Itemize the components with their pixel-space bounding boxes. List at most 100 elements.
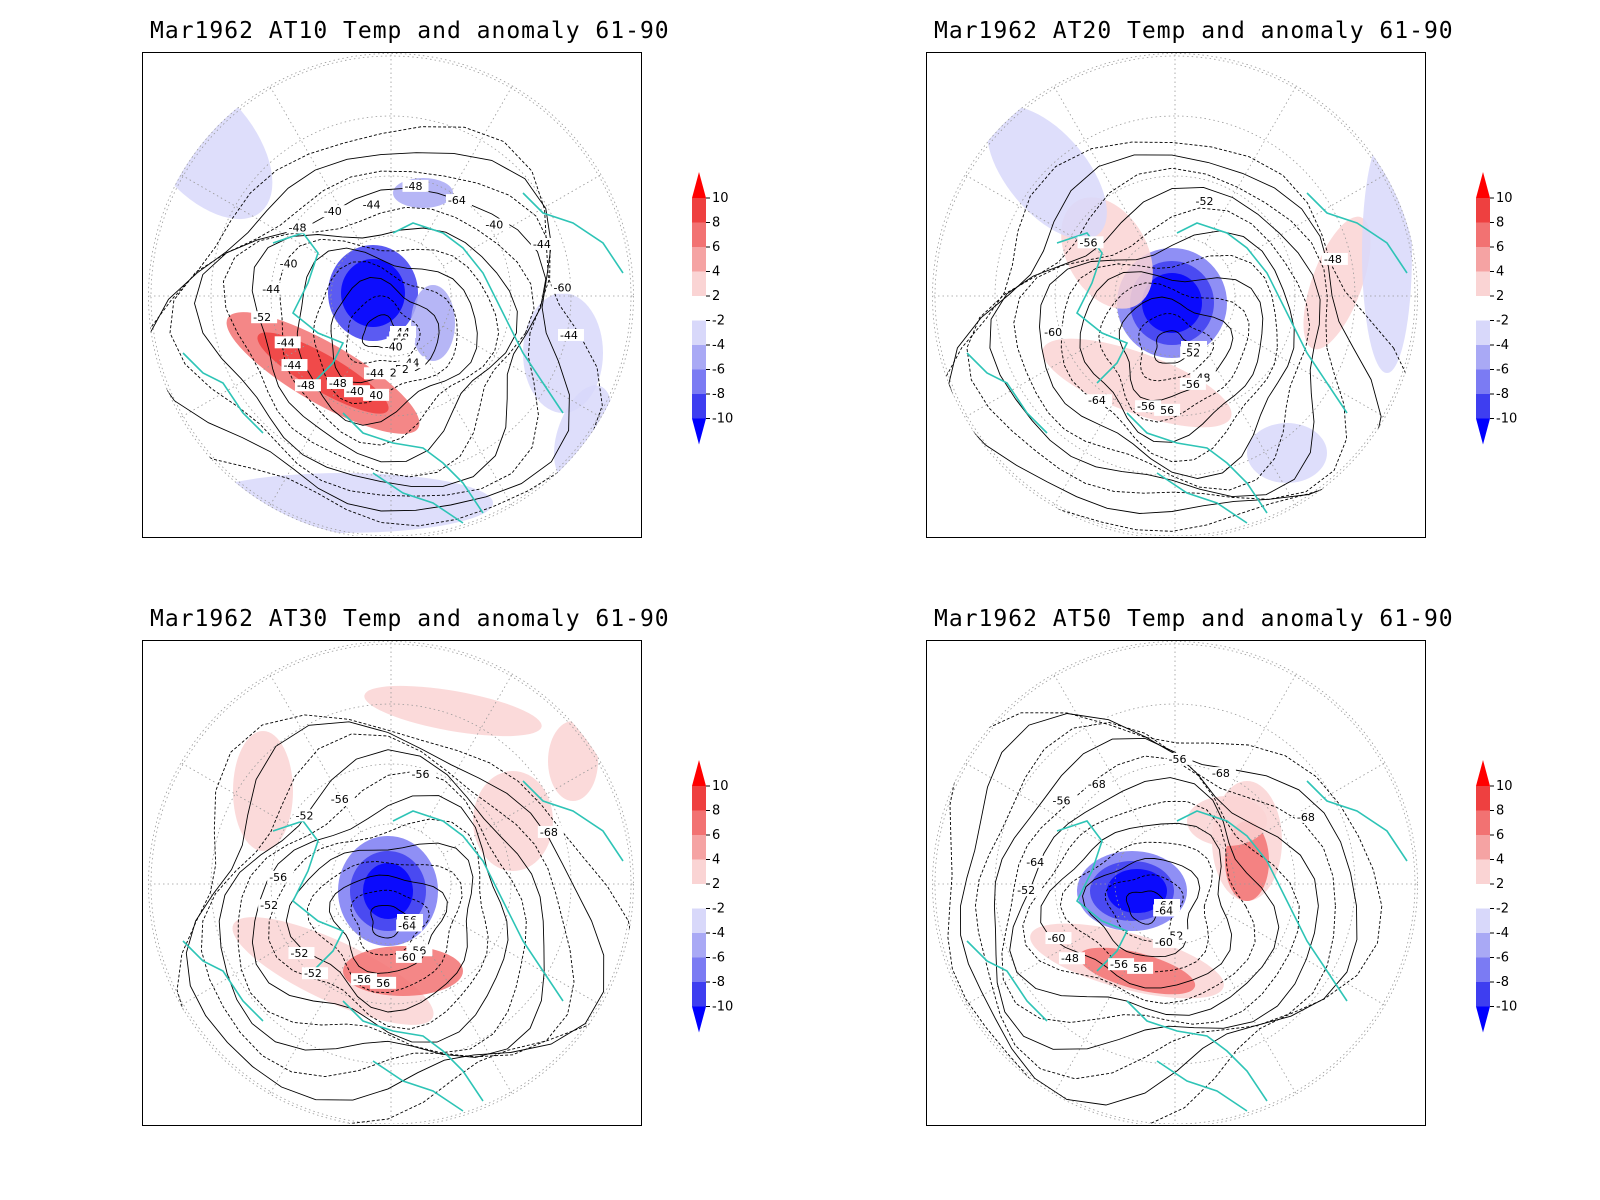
colorbar-segment — [692, 908, 706, 933]
contour-label: -40 — [280, 258, 298, 271]
map-edge — [148, 53, 634, 536]
colorbar-segment — [1476, 982, 1490, 1007]
colorbar-arrow-bottom — [692, 1006, 706, 1033]
colorbar-label: 6 — [712, 828, 720, 843]
contour-label: -44 — [277, 336, 295, 349]
contour-label-bg — [1180, 346, 1207, 359]
contour-label-bg — [351, 973, 378, 986]
contour-label: -60 — [1044, 326, 1062, 339]
contour-label-bg — [1050, 794, 1077, 807]
contour-label-bg — [258, 899, 285, 912]
colorbar-segment — [692, 296, 706, 321]
contour-label: -44 — [283, 359, 301, 372]
coastline — [1056, 820, 1129, 972]
contour-label: -60 — [1047, 932, 1065, 945]
contour-label-bg — [1058, 952, 1085, 965]
contour-label-bg — [326, 376, 353, 389]
contour-label-bg — [274, 336, 301, 349]
colorbar-label: -4 — [1496, 338, 1509, 353]
contour-label: -56 — [1080, 236, 1098, 249]
meridian — [420, 673, 513, 833]
coastline — [1126, 412, 1268, 514]
colorbar-segment — [692, 320, 706, 345]
map-disk — [148, 641, 634, 1124]
anomaly-shading — [411, 285, 455, 361]
contour-label-bg — [1108, 958, 1135, 971]
contour-label-bg — [1135, 400, 1162, 413]
colorbar-segment — [692, 933, 706, 958]
contour-label: -52 — [296, 809, 314, 822]
colorbar-label: 2 — [712, 289, 720, 304]
contour-label: -52 — [253, 311, 271, 324]
contour-label: -52 — [260, 899, 278, 912]
anomaly-shading — [341, 259, 405, 327]
temperature-contour — [1079, 271, 1264, 443]
contour-label: -52 — [1182, 346, 1200, 359]
colorbar-segment — [1476, 884, 1490, 909]
colorbar-segment — [1476, 394, 1490, 419]
temperature-contour — [1059, 841, 1213, 973]
anomaly-shading — [232, 917, 434, 1025]
temperature-contour — [176, 714, 634, 1124]
contour-label-bg — [1045, 932, 1072, 945]
contour-label: -64 — [398, 919, 416, 932]
contour-label-bg — [288, 947, 315, 960]
temperature-contour — [350, 889, 430, 956]
colorbar-label: 6 — [1496, 828, 1504, 843]
temperature-contour — [296, 247, 478, 426]
anomaly-shading — [1107, 869, 1167, 913]
contour-label: -52 — [1196, 195, 1214, 208]
temperature-contour — [1138, 313, 1214, 382]
contour-label: -44 — [262, 283, 280, 296]
meridian — [1204, 673, 1297, 833]
contour-label: -44 — [533, 238, 551, 251]
coastline — [372, 1060, 464, 1112]
colorbar-arrow-bottom — [1476, 1006, 1490, 1033]
contour-label-bg — [1042, 326, 1069, 339]
polar-map-at30: -56-56-56-52-52-52-56-68-64-60-56-52-56-… — [148, 641, 634, 1124]
meridian — [420, 347, 513, 507]
polar-map-at50: -64-52-56-48-52-56-56-68-64-60-56-60-64-… — [932, 641, 1418, 1124]
colorbar-segment — [692, 345, 706, 370]
coastline — [342, 1000, 484, 1102]
contour-label: -64 — [1088, 394, 1106, 407]
colorbar-label: -6 — [1496, 951, 1509, 966]
contour-label-bg — [1085, 394, 1112, 407]
temperature-contour — [1125, 890, 1166, 925]
temperature-contour — [1060, 254, 1278, 463]
colorbar-segment — [1476, 198, 1490, 223]
contour-label-bg — [251, 311, 278, 324]
contour-label: -48 — [289, 221, 307, 234]
coastline — [1176, 222, 1348, 414]
coastline — [1156, 472, 1248, 524]
temperature-contour — [285, 842, 474, 1013]
map-at10: -44-44-40-48-52-48-48-44-48-52-40-44-44-… — [142, 52, 642, 538]
anomaly-shading — [1247, 423, 1327, 483]
coastline — [966, 352, 1048, 434]
meridian — [1053, 673, 1146, 833]
contour-label: -56 — [331, 793, 349, 806]
contour-label: -40 — [485, 219, 503, 232]
anomaly-shading — [363, 863, 413, 919]
colorbar-segment — [692, 271, 706, 296]
contour-label-bg — [445, 194, 472, 207]
coastline — [392, 222, 564, 414]
colorbar-segment — [1476, 908, 1490, 933]
colorbar-segment — [1476, 320, 1490, 345]
colorbar-label: 10 — [1496, 779, 1513, 794]
contour-label: -44 — [366, 367, 384, 380]
contour-label: -56 — [269, 871, 287, 884]
contour-label-bg — [1024, 855, 1051, 868]
contour-label: -60 — [398, 951, 416, 964]
colorbar-arrow-top — [692, 172, 706, 198]
coastline — [182, 940, 264, 1022]
colorbar-label: -2 — [712, 902, 725, 917]
colorbar-label: 2 — [712, 877, 720, 892]
temperature-contour — [370, 905, 410, 939]
colorbar-segment — [1476, 786, 1490, 811]
colorbar-label: 4 — [1496, 853, 1504, 868]
contour-label: -44 — [363, 198, 381, 211]
temperature-contour — [938, 141, 1413, 532]
contour-label: -40 — [385, 341, 403, 354]
temperature-contour — [251, 795, 509, 1043]
